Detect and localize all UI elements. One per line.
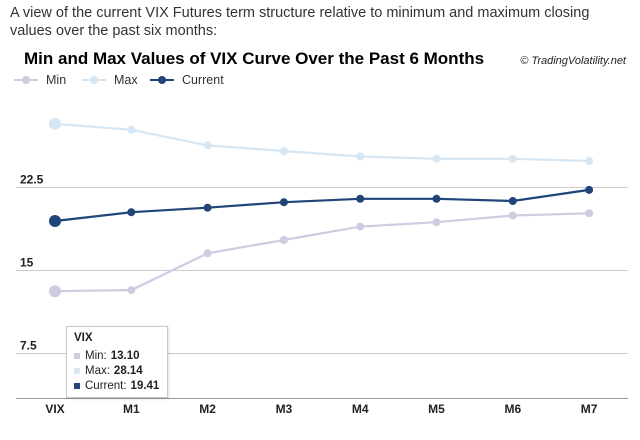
legend-label-min: Min bbox=[46, 73, 67, 87]
x-tick-label: M4 bbox=[352, 402, 369, 416]
tooltip-title: VIX bbox=[74, 332, 93, 344]
tooltip-value-min: 13.10 bbox=[110, 350, 140, 362]
tooltip-row-min: Min: 13.10 bbox=[74, 350, 140, 362]
data-point-max bbox=[508, 154, 517, 163]
x-tick-label: M7 bbox=[581, 402, 598, 416]
tooltip-label-max: Max: bbox=[85, 365, 110, 377]
data-point-max bbox=[49, 117, 61, 130]
data-point-max bbox=[127, 125, 136, 134]
data-point-min bbox=[127, 286, 136, 295]
y-tick-label: 22.5 bbox=[20, 173, 44, 187]
data-point-max bbox=[432, 154, 441, 163]
data-point-max bbox=[585, 157, 594, 165]
data-tooltip: VIX Min: 13.10 Max: 28.14 Current: 19.41 bbox=[66, 326, 168, 398]
y-tick-label: 15 bbox=[20, 256, 34, 270]
legend-label-current: Current bbox=[182, 73, 224, 87]
tooltip-row-max: Max: 28.14 bbox=[74, 365, 143, 377]
data-point-current bbox=[432, 194, 441, 203]
x-tick-label: M2 bbox=[199, 402, 216, 416]
series-line-current bbox=[54, 188, 590, 223]
data-point-current bbox=[356, 194, 365, 203]
data-point-min bbox=[356, 222, 365, 231]
data-point-max bbox=[279, 147, 288, 155]
tooltip-label-min: Min: bbox=[85, 350, 107, 362]
legend-item-max[interactable]: Max bbox=[82, 72, 138, 88]
series-line-min bbox=[54, 212, 590, 293]
credit-text: © TradingVolatility.net bbox=[520, 55, 626, 67]
x-tick-label: M1 bbox=[123, 402, 140, 416]
data-point-min bbox=[508, 211, 517, 220]
chart-title: Min and Max Values of VIX Curve Over the… bbox=[24, 49, 485, 68]
data-point-max bbox=[203, 141, 212, 150]
legend-dot-max bbox=[90, 76, 98, 84]
x-tick-label: M3 bbox=[276, 402, 293, 416]
tooltip-row-current: Current: 19.41 bbox=[74, 380, 159, 392]
y-tick-label: 7.5 bbox=[20, 339, 37, 353]
legend-marker-max bbox=[82, 72, 106, 88]
data-point-min bbox=[585, 209, 594, 218]
data-point-min bbox=[279, 236, 288, 244]
legend-marker-current bbox=[150, 72, 174, 88]
tooltip-value-current: 19.41 bbox=[130, 380, 160, 392]
data-point-current bbox=[585, 185, 594, 194]
data-point-max bbox=[356, 152, 365, 161]
data-point-current bbox=[508, 197, 517, 205]
tooltip-swatch-current bbox=[74, 383, 80, 389]
legend-item-current[interactable]: Current bbox=[150, 72, 224, 88]
x-tick-label: M5 bbox=[428, 402, 445, 416]
tooltip-value-max: 28.14 bbox=[113, 365, 143, 377]
data-point-current bbox=[203, 203, 212, 212]
tooltip-label-current: Current: bbox=[85, 380, 127, 392]
data-point-min bbox=[432, 218, 441, 227]
data-point-current bbox=[49, 215, 61, 227]
x-tick-label: M6 bbox=[504, 402, 521, 416]
legend-dot-current bbox=[158, 76, 166, 84]
legend-item-min[interactable]: Min bbox=[14, 72, 66, 88]
data-point-current bbox=[127, 208, 136, 217]
data-point-current bbox=[279, 198, 288, 207]
intro-text: A view of the current VIX Futures term s… bbox=[10, 5, 590, 39]
tooltip-swatch-max bbox=[74, 368, 80, 374]
data-point-min bbox=[203, 249, 212, 258]
x-tick-label: VIX bbox=[45, 402, 64, 416]
tooltip-swatch-min bbox=[74, 353, 80, 359]
legend-marker-min bbox=[14, 72, 38, 88]
data-point-min bbox=[49, 285, 61, 298]
legend-dot-min bbox=[22, 76, 30, 84]
legend-label-max: Max bbox=[114, 73, 138, 87]
series-line-max bbox=[54, 122, 590, 163]
